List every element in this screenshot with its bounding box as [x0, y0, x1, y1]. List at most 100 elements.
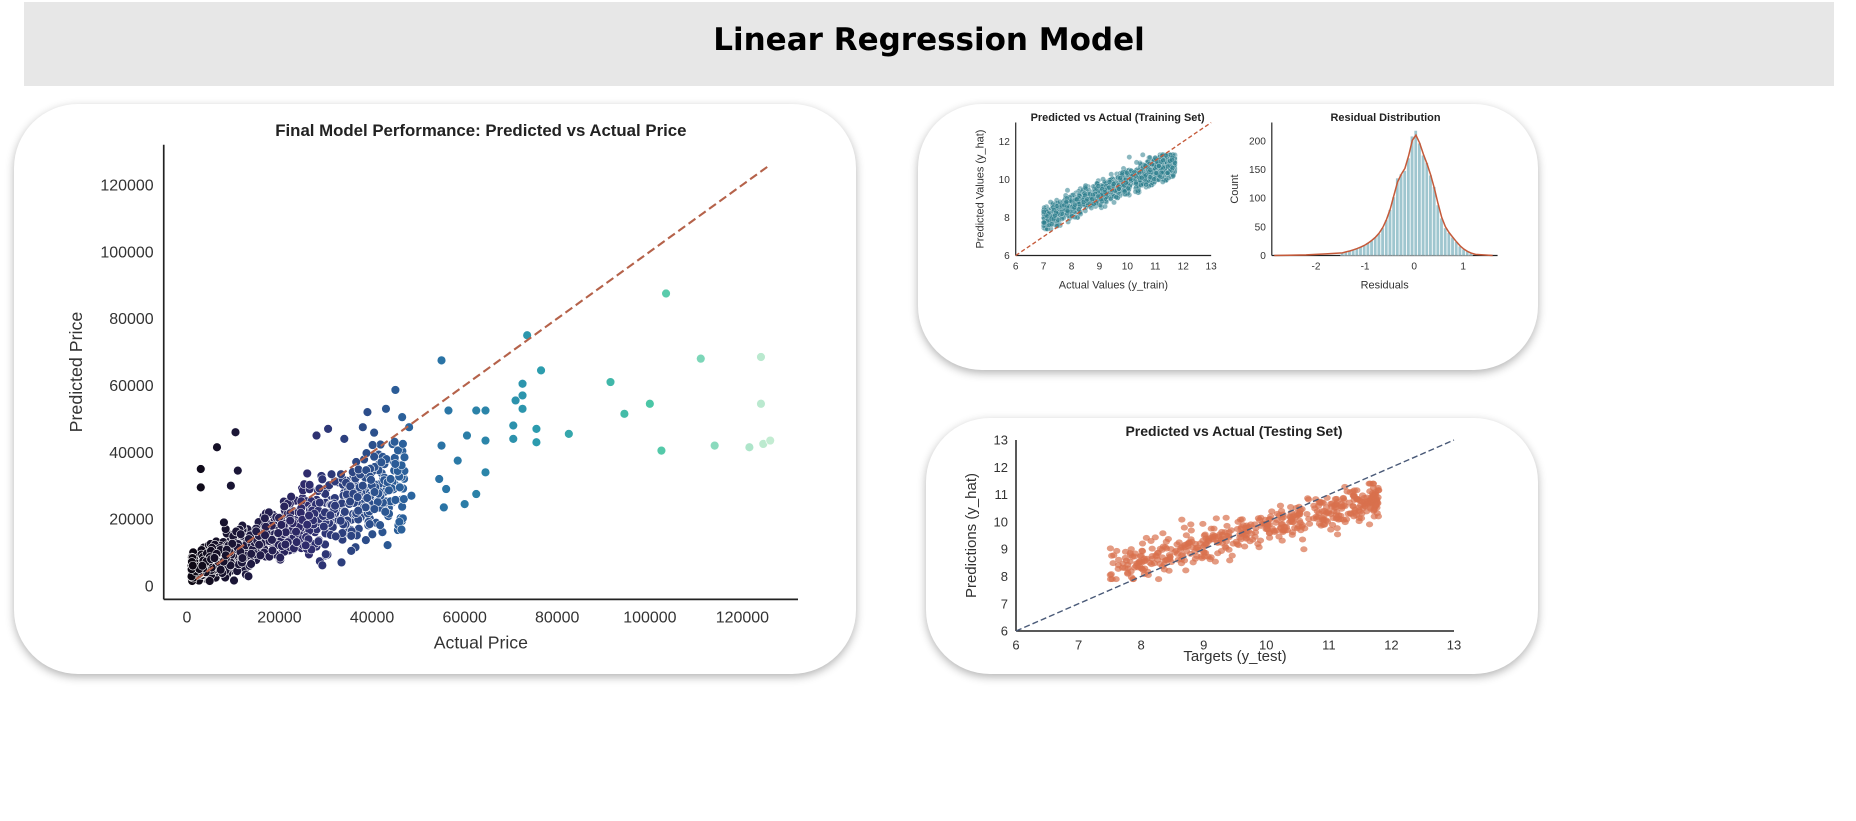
data-point: [1241, 543, 1249, 550]
data-point: [564, 429, 574, 439]
data-point: [404, 422, 414, 432]
y-tick-label: 200: [1249, 136, 1266, 147]
histogram-bar: [1391, 196, 1396, 256]
histogram-bar: [1458, 246, 1462, 256]
data-point: [471, 489, 481, 499]
data-point: [1343, 488, 1351, 495]
y-tick-label: 20000: [109, 511, 153, 529]
data-point: [384, 485, 394, 496]
data-point: [1084, 196, 1090, 203]
data-point: [645, 399, 655, 409]
data-point: [1287, 503, 1295, 510]
data-point: [1276, 502, 1285, 509]
data-point: [1226, 557, 1234, 564]
x-tick-label: 0: [182, 608, 191, 626]
y-tick-label: 8: [1001, 569, 1008, 584]
y-axis-label: Count: [1229, 174, 1241, 203]
data-point: [1319, 515, 1327, 522]
data-point: [335, 516, 346, 526]
data-point: [340, 507, 350, 517]
data-point: [267, 545, 278, 556]
data-point: [1272, 519, 1280, 526]
data-point: [744, 442, 755, 452]
reference-line: [1015, 121, 1212, 257]
data-point: [406, 491, 417, 501]
data-point: [369, 504, 380, 514]
data-point: [1344, 510, 1352, 517]
data-point: [1247, 521, 1255, 528]
data-point: [1121, 188, 1128, 195]
histogram-bar: [1428, 175, 1433, 256]
data-point: [255, 550, 266, 561]
data-point: [1281, 523, 1289, 530]
data-point: [1143, 181, 1149, 188]
data-point: [398, 439, 408, 449]
data-point: [439, 502, 449, 513]
histogram-bar: [1399, 173, 1403, 256]
y-tick-label: 9: [1001, 542, 1008, 557]
data-point: [1331, 495, 1340, 502]
data-point: [399, 452, 410, 462]
data-point: [367, 440, 378, 450]
data-point: [358, 480, 368, 491]
x-tick-label: 9: [1097, 262, 1103, 273]
data-point: [229, 575, 239, 586]
data-point: [765, 435, 775, 446]
data-point: [661, 288, 671, 299]
x-tick-label: 0: [1411, 262, 1417, 273]
data-point: [362, 407, 373, 417]
data-point: [226, 480, 236, 491]
data-point: [390, 385, 401, 395]
data-point: [1082, 184, 1089, 191]
y-tick-label: 13: [994, 433, 1008, 448]
data-point: [1327, 526, 1335, 533]
data-point: [436, 355, 447, 366]
data-point: [1133, 159, 1140, 166]
y-tick-label: 11: [995, 487, 1009, 502]
x-axis-label: Targets (y_test): [1183, 648, 1286, 665]
data-point: [1265, 534, 1274, 541]
histogram-bar: [1362, 245, 1366, 256]
data-point: [441, 484, 451, 494]
data-point: [1156, 163, 1162, 169]
data-point: [1147, 167, 1154, 173]
data-point: [1088, 205, 1095, 211]
data-point: [443, 405, 454, 416]
data-point: [317, 560, 328, 570]
title-banner: Linear Regression Model: [24, 2, 1834, 86]
data-point: [1119, 170, 1125, 177]
data-point: [1150, 560, 1158, 567]
data-point: [336, 557, 347, 568]
data-point: [1179, 552, 1187, 559]
y-tick-label: 50: [1255, 222, 1267, 233]
data-point: [1106, 179, 1113, 185]
x-tick-label: 12: [1384, 637, 1398, 652]
chart-title: Final Model Performance: Predicted vs Ac…: [275, 121, 686, 140]
data-point: [311, 430, 322, 441]
data-point: [1127, 568, 1135, 575]
data-point: [1054, 223, 1060, 229]
data-point: [709, 440, 720, 451]
data-point: [1313, 508, 1321, 515]
data-point: [212, 442, 222, 452]
data-point: [323, 424, 333, 434]
data-point: [1182, 532, 1190, 539]
data-point: [1300, 546, 1308, 553]
data-point: [756, 352, 766, 362]
y-tick-label: 7: [1001, 596, 1008, 611]
histogram-bar: [1410, 136, 1414, 256]
data-point: [1340, 497, 1348, 504]
x-tick-label: 6: [1012, 637, 1019, 652]
histogram-bar: [1432, 186, 1436, 256]
data-point: [353, 464, 364, 475]
data-point: [1163, 152, 1169, 159]
reference-line: [195, 163, 771, 581]
data-point: [1160, 179, 1166, 185]
x-tick-label: 13: [1206, 262, 1218, 273]
x-tick-label: 10: [1122, 262, 1134, 273]
data-point: [1225, 546, 1233, 553]
histogram-bar: [1450, 237, 1455, 256]
data-point: [1182, 567, 1190, 574]
histogram-bar: [1402, 170, 1407, 256]
y-tick-label: 12: [999, 137, 1011, 148]
